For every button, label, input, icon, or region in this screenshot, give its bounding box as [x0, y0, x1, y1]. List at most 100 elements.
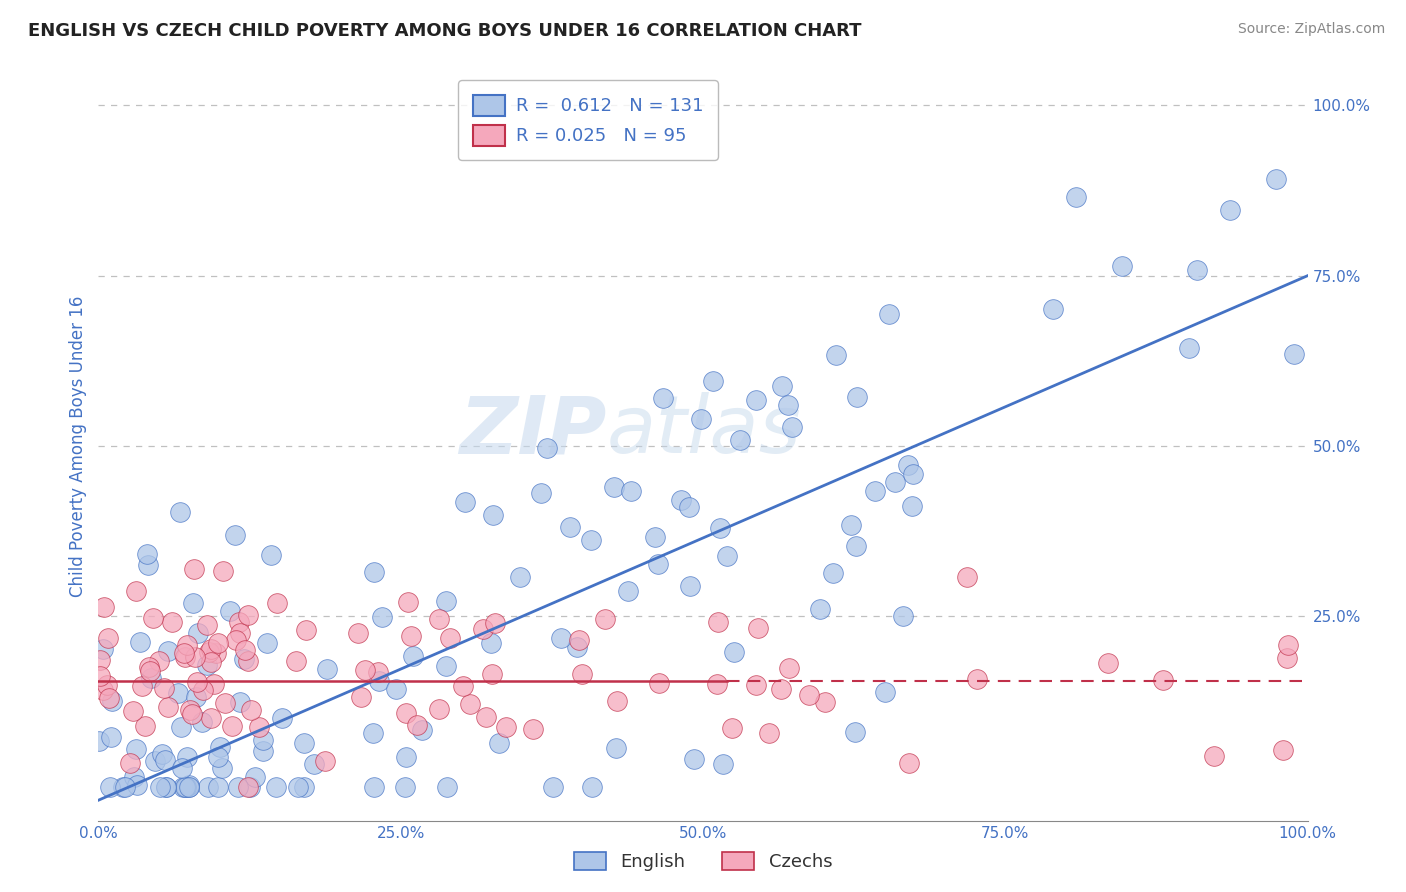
Point — [149, 780, 172, 794]
Point — [530, 486, 553, 500]
Point — [808, 602, 831, 616]
Point — [155, 780, 177, 794]
Point — [243, 770, 266, 784]
Point — [179, 703, 201, 717]
Point — [1282, 346, 1305, 360]
Point — [427, 702, 450, 716]
Point — [224, 528, 246, 542]
Point — [814, 695, 837, 709]
Point — [522, 722, 544, 736]
Point — [361, 726, 384, 740]
Point — [138, 660, 160, 674]
Point — [207, 780, 229, 794]
Point — [91, 641, 114, 656]
Point — [721, 722, 744, 736]
Point — [1185, 263, 1208, 277]
Point — [170, 761, 193, 775]
Point — [747, 621, 769, 635]
Point — [581, 780, 603, 794]
Point — [153, 681, 176, 695]
Point — [488, 736, 510, 750]
Point — [266, 595, 288, 609]
Point — [385, 682, 408, 697]
Point — [157, 700, 180, 714]
Point — [901, 499, 924, 513]
Point — [406, 717, 429, 731]
Point — [560, 520, 582, 534]
Point — [709, 521, 731, 535]
Point — [139, 664, 162, 678]
Point — [141, 611, 163, 625]
Point — [101, 694, 124, 708]
Point — [1271, 743, 1294, 757]
Point — [877, 307, 900, 321]
Legend: R =  0.612   N = 131, R = 0.025   N = 95: R = 0.612 N = 131, R = 0.025 N = 95 — [458, 80, 718, 160]
Point — [824, 348, 846, 362]
Point — [434, 593, 457, 607]
Point — [148, 654, 170, 668]
Point — [593, 612, 616, 626]
Point — [256, 636, 278, 650]
Point — [956, 570, 979, 584]
Point — [897, 756, 920, 770]
Point — [647, 557, 669, 571]
Point — [315, 663, 337, 677]
Point — [200, 655, 222, 669]
Point — [202, 676, 225, 690]
Point — [197, 780, 219, 794]
Point — [883, 475, 905, 489]
Point — [252, 744, 274, 758]
Point — [1277, 638, 1299, 652]
Point — [434, 658, 457, 673]
Point — [225, 633, 247, 648]
Point — [96, 678, 118, 692]
Point — [183, 650, 205, 665]
Point — [239, 780, 262, 794]
Point — [195, 657, 218, 672]
Point — [179, 778, 201, 792]
Point — [156, 644, 179, 658]
Point — [233, 642, 256, 657]
Point — [271, 711, 294, 725]
Point — [295, 624, 318, 638]
Point — [745, 392, 768, 407]
Point — [399, 630, 422, 644]
Point — [571, 667, 593, 681]
Point — [481, 666, 503, 681]
Point — [239, 702, 262, 716]
Point — [252, 732, 274, 747]
Point — [495, 720, 517, 734]
Point — [875, 685, 897, 699]
Point — [191, 714, 214, 729]
Point — [1264, 171, 1286, 186]
Point — [228, 615, 250, 629]
Point — [363, 780, 385, 794]
Point — [603, 480, 626, 494]
Point — [139, 671, 162, 685]
Point — [776, 398, 799, 412]
Point — [205, 646, 228, 660]
Point — [367, 665, 389, 679]
Point — [207, 749, 229, 764]
Point — [471, 622, 494, 636]
Point — [136, 547, 159, 561]
Point — [236, 654, 259, 668]
Point — [678, 500, 700, 515]
Point — [565, 640, 588, 654]
Point — [111, 780, 134, 794]
Legend: English, Czechs: English, Czechs — [567, 845, 839, 879]
Point — [214, 696, 236, 710]
Point — [728, 434, 751, 448]
Point — [901, 467, 924, 482]
Point — [1277, 651, 1299, 665]
Point — [799, 688, 821, 702]
Point — [98, 691, 121, 706]
Point — [97, 631, 120, 645]
Point — [690, 412, 713, 426]
Point — [285, 653, 308, 667]
Point — [745, 678, 768, 692]
Point — [124, 584, 146, 599]
Point — [174, 780, 197, 794]
Point — [893, 608, 915, 623]
Point — [93, 600, 115, 615]
